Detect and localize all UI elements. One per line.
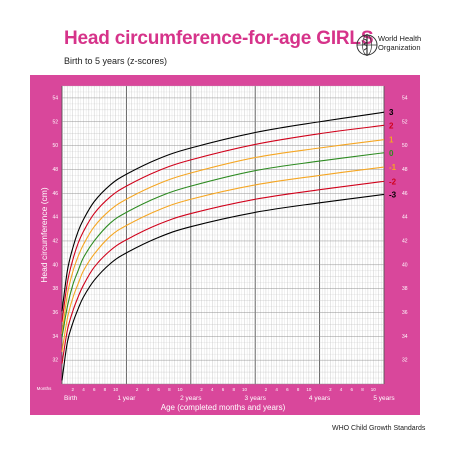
y-tick-label: 34	[402, 334, 408, 340]
x-tick-label-year: 1 year	[117, 395, 136, 402]
x-tick-label-month: 10	[242, 387, 248, 392]
x-tick-label-year: 5 years	[373, 395, 395, 402]
series-label-3: 3	[389, 108, 394, 117]
footer-text: WHO Child Growth Standards	[332, 425, 426, 432]
x-tick-label-month: 8	[297, 387, 300, 392]
x-tick-label-month: 2	[136, 387, 139, 392]
series-label-2: 2	[389, 121, 394, 130]
y-tick-label: 32	[402, 358, 408, 364]
y-tick-label: 38	[52, 286, 58, 292]
y-tick-label: 50	[52, 143, 58, 149]
y-tick-label: 36	[402, 310, 408, 316]
x-tick-label-month: 2	[265, 387, 268, 392]
x-tick-label-year: 4 years	[309, 395, 331, 402]
grid-lines	[61, 85, 385, 385]
x-tick-label-month: 8	[361, 387, 364, 392]
z-score-curves	[61, 111, 385, 381]
x-tick-label-month: 6	[93, 387, 96, 392]
x-tick-label-month: 8	[168, 387, 171, 392]
chart-subtitle: Birth to 5 years (z-scores)	[64, 56, 168, 66]
y-tick-label: 48	[52, 167, 58, 173]
x-tick-label-month: 6	[351, 387, 354, 392]
y-tick-label: 52	[52, 119, 58, 125]
x-tick-label-year: 3 years	[245, 395, 267, 402]
x-tick-label-month: 6	[286, 387, 289, 392]
x-tick-label-month: 10	[113, 387, 119, 392]
series-label--2: -2	[389, 177, 397, 186]
y-tick-label: 34	[52, 334, 58, 340]
x-tick-label-month: 4	[147, 387, 150, 392]
series-line--1	[61, 166, 385, 352]
x-tick-label-month: 6	[157, 387, 160, 392]
chart-title: Head circumference-for-age GIRLS	[64, 28, 374, 49]
y-tick-label: 40	[402, 262, 408, 268]
x-tick-label-month: 4	[275, 387, 278, 392]
series-line-0	[61, 152, 385, 338]
y-tick-labels-right: 32 34 36 38 40 42 44 46 48 50 52 54	[402, 95, 408, 363]
y-tick-label: 40	[52, 262, 58, 268]
x-tick-label-month: 2	[71, 387, 74, 392]
y-tick-label: 42	[402, 238, 408, 244]
series-label--3: -3	[389, 190, 397, 199]
who-org-name: World Health Organization	[378, 34, 422, 52]
x-tick-label-month: 2	[200, 387, 203, 392]
y-tick-label: 42	[52, 238, 58, 244]
x-tick-label-month: 10	[371, 387, 377, 392]
x-tick-label-month: 6	[222, 387, 225, 392]
who-logo-icon	[356, 34, 378, 56]
series-line--3	[61, 193, 385, 381]
series-line-1	[61, 139, 385, 335]
x-tick-label-year: Birth	[64, 395, 78, 402]
series-line--2	[61, 180, 385, 364]
y-tick-label: 48	[402, 167, 408, 173]
series-label--1: -1	[389, 163, 397, 172]
y-tick-labels-left: 32 34 36 38 40 42 44 46 48 50 52 54	[52, 95, 58, 363]
x-tick-label-month: 10	[178, 387, 184, 392]
y-tick-label: 44	[52, 215, 58, 221]
x-tick-label-month: 2	[329, 387, 332, 392]
x-tick-label-month: 8	[232, 387, 235, 392]
y-tick-label: 46	[52, 191, 58, 197]
series-label-1: 1	[389, 136, 394, 145]
x-unit-label: Months	[37, 386, 53, 391]
x-tick-label-month: 8	[104, 387, 107, 392]
who-org-line2: Organization	[378, 42, 421, 52]
x-tick-label-month: 4	[340, 387, 343, 392]
y-tick-label: 38	[402, 286, 408, 292]
y-axis-label: Head circumference (cm)	[39, 187, 49, 283]
x-tick-label-month: 4	[82, 387, 85, 392]
y-tick-label: 36	[52, 310, 58, 316]
series-label-0: 0	[389, 149, 394, 158]
x-axis-label: Age (completed months and years)	[161, 403, 286, 412]
x-tick-label-year: 2 years	[180, 395, 202, 402]
y-tick-label: 54	[402, 95, 408, 101]
series-line-2	[61, 124, 385, 323]
y-tick-label: 52	[402, 119, 408, 125]
y-tick-label: 50	[402, 143, 408, 149]
y-tick-label: 32	[52, 358, 58, 364]
series-line-3	[61, 111, 385, 312]
y-tick-label: 54	[52, 95, 58, 101]
who-org-line1: World Health	[378, 34, 422, 43]
y-tick-label: 46	[402, 191, 408, 197]
y-tick-label: 44	[402, 215, 408, 221]
series-labels: 3 2 1 0 -1 -2 -3	[389, 108, 397, 199]
x-tick-label-month: 10	[306, 387, 312, 392]
x-tick-label-month: 4	[211, 387, 214, 392]
